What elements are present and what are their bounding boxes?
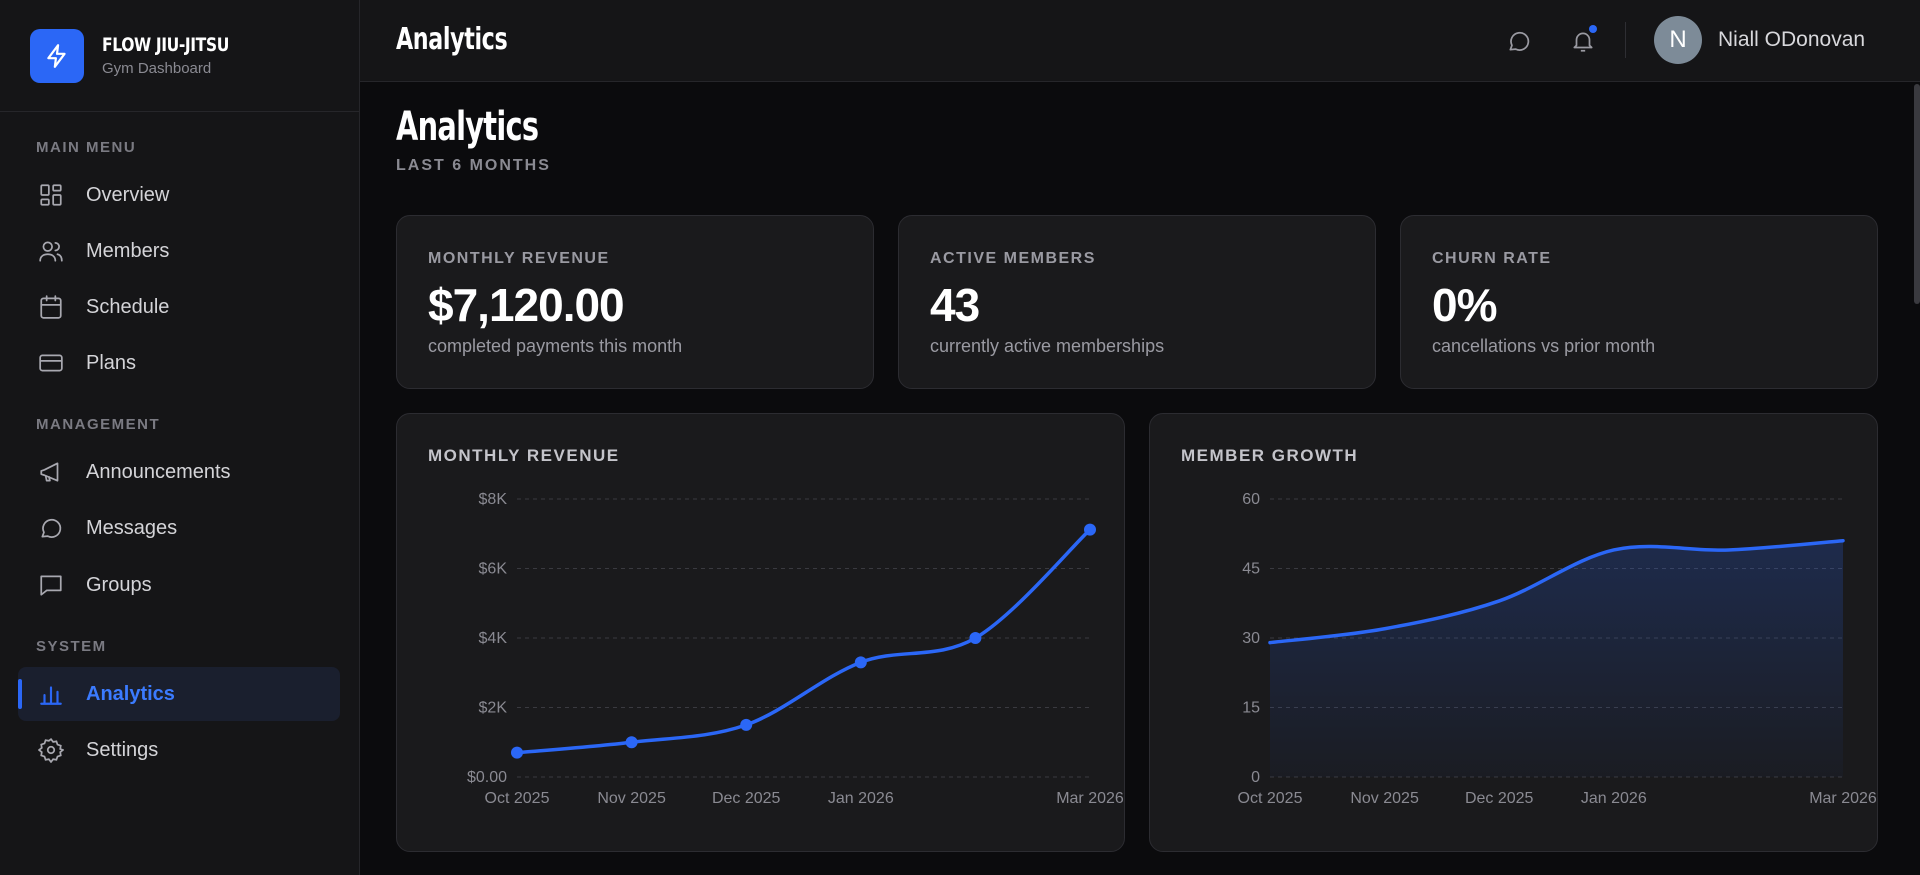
sidebar-item-label: Analytics xyxy=(86,682,175,705)
users-icon xyxy=(36,236,66,266)
notification-dot xyxy=(1589,25,1597,33)
x-tick-label: Nov 2025 xyxy=(1350,790,1419,807)
user-name[interactable]: Niall ODonovan xyxy=(1718,28,1866,51)
data-point xyxy=(969,632,982,644)
stat-value: 43 xyxy=(930,279,980,331)
stat-description: cancellations vs prior month xyxy=(1432,336,1656,356)
grid-icon xyxy=(36,180,66,210)
section-label-management: MANAGEMENT xyxy=(36,416,161,433)
stat-description: currently active memberships xyxy=(930,336,1165,356)
sidebar-item-label: Members xyxy=(86,239,170,262)
x-tick-label: Jan 2026 xyxy=(828,790,894,807)
y-tick-label: $8K xyxy=(479,491,508,508)
sidebar-item-label: Settings xyxy=(86,738,159,761)
sidebar-item-groups[interactable]: Groups xyxy=(18,558,340,612)
x-tick-label: Nov 2025 xyxy=(597,790,666,807)
gear-icon xyxy=(36,735,66,765)
x-tick-label: Dec 2025 xyxy=(1465,790,1534,807)
sidebar-item-label: Messages xyxy=(86,516,178,539)
sidebar-item-plans[interactable]: Plans xyxy=(18,336,340,390)
sidebar-item-overview[interactable]: Overview xyxy=(18,168,340,222)
chart-card-member-growth: MEMBER GROWTH 0 15 30 45 60 Oct 2025 Nov 2025 D… xyxy=(1149,413,1878,852)
data-point xyxy=(740,718,753,731)
page-subtitle: LAST 6 MONTHS xyxy=(396,157,551,174)
stat-label: CHURN RATE xyxy=(1432,250,1552,267)
stat-description: completed payments this month xyxy=(428,336,683,356)
section-label-main-menu: MAIN MENU xyxy=(36,139,137,156)
series-line xyxy=(515,527,1092,755)
y-tick-label: $0.00 xyxy=(467,769,507,786)
sidebar-item-schedule[interactable]: Schedule xyxy=(18,280,340,334)
data-point xyxy=(625,736,638,749)
data-point xyxy=(1084,523,1096,536)
sidebar-item-members[interactable]: Members xyxy=(18,224,340,278)
sidebar-item-label: Schedule xyxy=(86,295,170,318)
stat-value: $7,120.00 xyxy=(428,279,625,331)
y-tick-label: $2K xyxy=(479,700,508,717)
y-tick-label: 30 xyxy=(1242,630,1260,647)
x-tick-label: Mar 2026 xyxy=(1809,790,1877,807)
chart-card-monthly-revenue: MONTHLY REVENUE $0.00 $2K $4K $6K $8K Oct 202… xyxy=(396,413,1125,852)
sidebar-item-label: Overview xyxy=(86,183,170,206)
top-bar: Analytics N Niall ODonovan xyxy=(360,0,1920,82)
sidebar-item-analytics[interactable]: Analytics xyxy=(18,667,340,721)
megaphone-icon xyxy=(36,457,66,487)
stat-label: MONTHLY REVENUE xyxy=(428,250,610,267)
chart-title: MEMBER GROWTH xyxy=(1181,446,1359,465)
avatar[interactable]: N xyxy=(1654,16,1702,64)
series-line xyxy=(1268,538,1845,645)
x-tick-label: Dec 2025 xyxy=(712,790,781,807)
x-tick-label: Mar 2026 xyxy=(1056,790,1124,807)
sidebar-item-settings[interactable]: Settings xyxy=(18,723,340,777)
stat-card-churn-rate: CHURN RATE 0% cancellations vs prior mon… xyxy=(1400,215,1878,389)
y-tick-label: $6K xyxy=(479,561,508,578)
y-tick-label: 15 xyxy=(1242,700,1260,717)
sidebar-item-label: Plans xyxy=(86,351,137,374)
chat-icon[interactable] xyxy=(1502,24,1536,58)
sidebar-item-label: Announcements xyxy=(86,460,231,483)
series-area xyxy=(1270,540,1843,777)
stat-card-active-members: ACTIVE MEMBERS 43 currently active membe… xyxy=(898,215,1376,389)
y-tick-label: 0 xyxy=(1251,769,1260,786)
stat-label: ACTIVE MEMBERS xyxy=(930,250,1096,267)
chat-bubble-icon xyxy=(36,513,66,543)
y-tick-label: 60 xyxy=(1242,491,1260,508)
x-tick-label: Oct 2025 xyxy=(485,790,550,807)
message-square-icon xyxy=(36,570,66,600)
y-tick-label: $4K xyxy=(479,630,508,647)
brand-subtitle: Gym Dashboard xyxy=(102,60,212,77)
y-tick-label: 45 xyxy=(1242,561,1260,578)
sidebar: FLOW JIU-JITSU Gym Dashboard MAIN MENU O… xyxy=(0,0,360,875)
chart-title: MONTHLY REVENUE xyxy=(428,446,620,465)
credit-card-icon xyxy=(36,348,66,378)
stat-value: 0% xyxy=(1432,279,1497,331)
header-title: Analytics xyxy=(396,22,508,57)
lightning-icon xyxy=(30,28,84,83)
page-title: Analytics xyxy=(396,104,539,150)
stat-card-revenue: MONTHLY REVENUE $7,120.00 completed paym… xyxy=(396,215,874,389)
x-tick-label: Oct 2025 xyxy=(1238,790,1303,807)
section-label-system: SYSTEM xyxy=(36,638,107,655)
data-point xyxy=(854,656,867,669)
sidebar-item-announcements[interactable]: Announcements xyxy=(18,445,340,499)
scrollbar[interactable] xyxy=(1914,84,1920,304)
header-divider xyxy=(1625,22,1626,58)
brand: FLOW JIU-JITSU Gym Dashboard xyxy=(0,0,359,112)
bell-icon[interactable] xyxy=(1566,24,1600,58)
calendar-icon xyxy=(36,292,66,322)
data-point xyxy=(511,746,523,759)
monthly-revenue-chart: $0.00 $2K $4K $6K $8K Oct 2025 Nov 2025 Dec 202… xyxy=(467,491,1124,807)
member-growth-chart: 0 15 30 45 60 Oct 2025 Nov 2025 Dec 2025 Jan 202… xyxy=(1238,491,1877,807)
x-tick-label: Jan 2026 xyxy=(1581,790,1647,807)
brand-name: FLOW JIU-JITSU xyxy=(102,34,229,56)
sidebar-item-messages[interactable]: Messages xyxy=(18,501,340,555)
bar-chart-icon xyxy=(36,679,66,709)
sidebar-item-label: Groups xyxy=(86,573,152,596)
